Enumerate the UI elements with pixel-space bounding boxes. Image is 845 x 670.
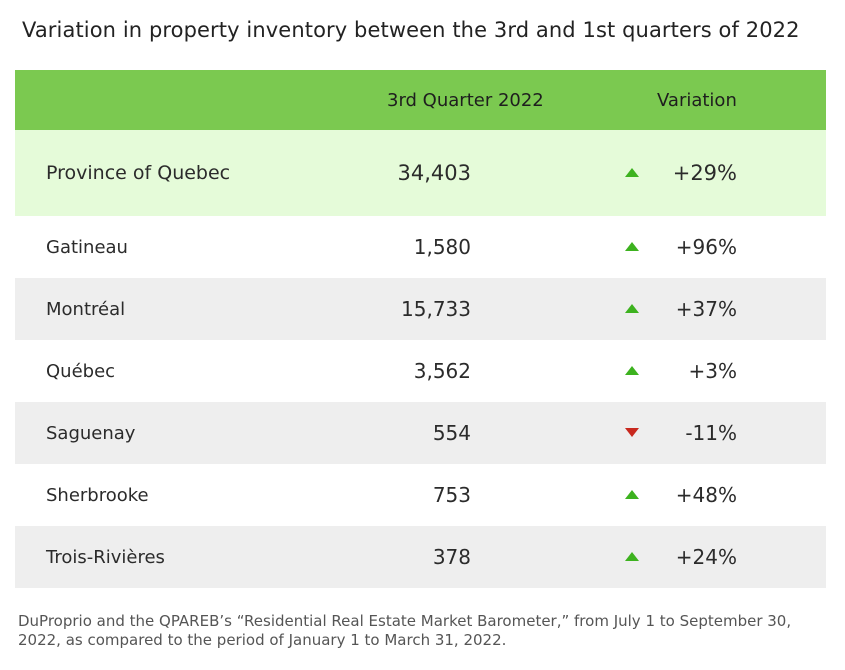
up-arrow-icon (625, 242, 639, 251)
province-value: 34,403 (397, 161, 471, 185)
city-name: Québec (46, 360, 116, 382)
province-name: Province of Quebec (46, 162, 231, 184)
inventory-table: 3rd Quarter 2022 Variation Province of Q… (15, 70, 826, 588)
header-quarter: 3rd Quarter 2022 (387, 89, 544, 111)
up-arrow-icon (625, 304, 639, 313)
province-row: Province of Quebec 34,403 +29% (15, 130, 826, 216)
city-value: 378 (432, 545, 471, 569)
city-value: 15,733 (401, 297, 471, 321)
city-variation: +37% (675, 297, 737, 321)
city-variation: +96% (675, 235, 737, 259)
table-row: Trois-Rivières 378 +24% (15, 526, 826, 588)
source-note: DuProprio and the QPAREB’s “Residential … (18, 612, 792, 649)
city-variation: +3% (688, 359, 738, 383)
city-value: 1,580 (413, 235, 471, 259)
chart-title: Variation in property inventory between … (22, 18, 800, 42)
province-variation: +29% (672, 161, 737, 185)
table-row: Montréal 15,733 +37% (15, 278, 826, 340)
table-row: Saguenay 554 -11% (15, 402, 826, 464)
down-arrow-icon (625, 428, 639, 437)
table-row: Québec 3,562 +3% (15, 340, 826, 402)
city-variation: -11% (685, 421, 737, 445)
up-arrow-icon (625, 366, 639, 375)
city-value: 554 (432, 421, 471, 445)
up-arrow-icon (625, 552, 639, 561)
city-variation: +24% (675, 545, 737, 569)
table-row: Sherbrooke 753 +48% (15, 464, 826, 526)
up-arrow-icon (625, 490, 639, 499)
city-variation: +48% (675, 483, 737, 507)
city-value: 3,562 (413, 359, 471, 383)
header-variation: Variation (657, 89, 737, 111)
table-row: Gatineau 1,580 +96% (15, 216, 826, 278)
city-value: 753 (432, 483, 471, 507)
city-name: Montréal (46, 298, 126, 320)
city-name: Saguenay (46, 422, 136, 444)
city-name: Trois-Rivières (46, 546, 165, 568)
table-header: 3rd Quarter 2022 Variation (15, 70, 826, 130)
up-arrow-icon (625, 168, 639, 177)
city-name: Sherbrooke (46, 484, 149, 506)
city-name: Gatineau (46, 236, 128, 258)
